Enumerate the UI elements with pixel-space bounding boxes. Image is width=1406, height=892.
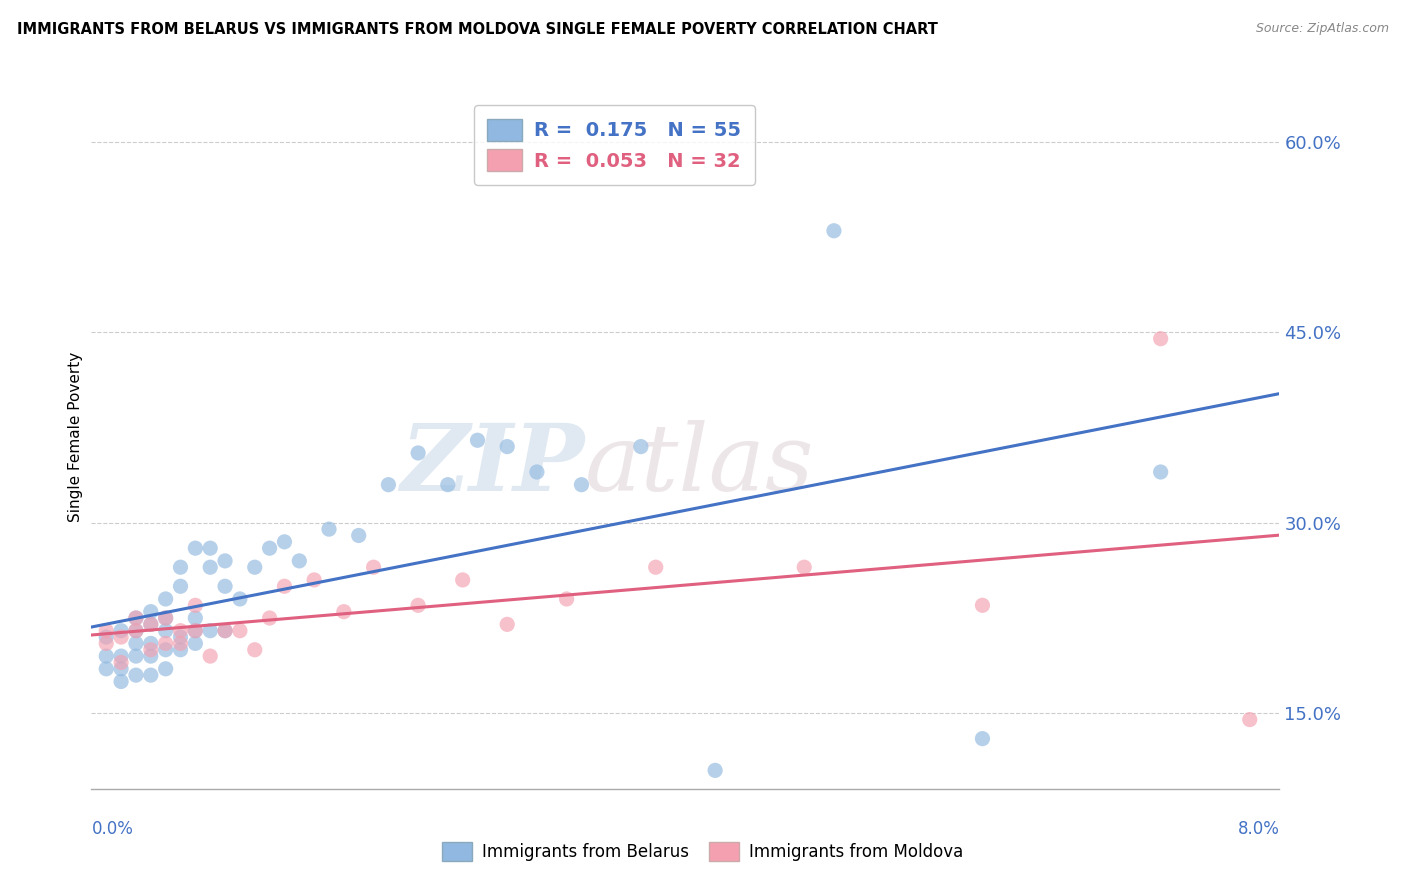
Point	[406, 599, 429, 613]
Text: 0.0%: 0.0%	[91, 820, 134, 838]
Point	[155, 636, 177, 650]
Point	[273, 579, 295, 593]
Text: 8.0%: 8.0%	[1237, 820, 1279, 838]
Point	[644, 560, 666, 574]
Point	[363, 560, 385, 574]
Point	[184, 624, 207, 638]
Point	[96, 662, 118, 676]
Point	[200, 649, 222, 664]
Point	[1239, 713, 1261, 727]
Point	[110, 662, 132, 676]
Point	[139, 649, 162, 664]
Point	[229, 624, 252, 638]
Point	[823, 224, 845, 238]
Point	[302, 573, 325, 587]
Point	[214, 554, 236, 568]
Point	[125, 611, 148, 625]
Point	[96, 636, 118, 650]
Point	[139, 617, 162, 632]
Text: ZIP: ZIP	[401, 420, 585, 510]
Point	[169, 560, 191, 574]
Point	[184, 611, 207, 625]
Point	[436, 477, 458, 491]
Point	[214, 624, 236, 638]
Point	[96, 630, 118, 644]
Legend: Immigrants from Belarus, Immigrants from Moldova: Immigrants from Belarus, Immigrants from…	[436, 835, 970, 868]
Point	[214, 624, 236, 638]
Point	[169, 579, 191, 593]
Point	[259, 541, 281, 556]
Point	[125, 668, 148, 682]
Point	[288, 554, 311, 568]
Point	[184, 541, 207, 556]
Point	[155, 611, 177, 625]
Point	[155, 624, 177, 638]
Y-axis label: Single Female Poverty: Single Female Poverty	[67, 352, 83, 522]
Point	[526, 465, 548, 479]
Point	[259, 611, 281, 625]
Point	[451, 573, 474, 587]
Point	[496, 617, 519, 632]
Point	[1149, 332, 1171, 346]
Point	[972, 599, 994, 613]
Point	[972, 731, 994, 746]
Point	[96, 649, 118, 664]
Point	[96, 624, 118, 638]
Text: IMMIGRANTS FROM BELARUS VS IMMIGRANTS FROM MOLDOVA SINGLE FEMALE POVERTY CORRELA: IMMIGRANTS FROM BELARUS VS IMMIGRANTS FR…	[17, 22, 938, 37]
Point	[169, 630, 191, 644]
Point	[200, 560, 222, 574]
Point	[110, 674, 132, 689]
Point	[139, 605, 162, 619]
Point	[347, 528, 370, 542]
Point	[155, 642, 177, 657]
Point	[169, 624, 191, 638]
Point	[155, 611, 177, 625]
Point	[333, 605, 356, 619]
Point	[571, 477, 593, 491]
Point	[125, 611, 148, 625]
Text: atlas: atlas	[585, 420, 814, 510]
Point	[125, 636, 148, 650]
Point	[155, 591, 177, 606]
Point	[406, 446, 429, 460]
Point	[704, 764, 727, 778]
Point	[630, 440, 652, 454]
Point	[125, 624, 148, 638]
Point	[200, 624, 222, 638]
Point	[125, 624, 148, 638]
Point	[496, 440, 519, 454]
Point	[184, 624, 207, 638]
Point	[169, 636, 191, 650]
Point	[243, 560, 266, 574]
Point	[139, 617, 162, 632]
Point	[110, 649, 132, 664]
Point	[139, 636, 162, 650]
Text: Source: ZipAtlas.com: Source: ZipAtlas.com	[1256, 22, 1389, 36]
Point	[214, 579, 236, 593]
Point	[184, 636, 207, 650]
Point	[273, 534, 295, 549]
Point	[169, 642, 191, 657]
Point	[377, 477, 399, 491]
Point	[318, 522, 340, 536]
Point	[139, 642, 162, 657]
Legend: R =  0.175   N = 55, R =  0.053   N = 32: R = 0.175 N = 55, R = 0.053 N = 32	[474, 105, 755, 185]
Point	[125, 649, 148, 664]
Point	[200, 541, 222, 556]
Point	[110, 624, 132, 638]
Point	[110, 630, 132, 644]
Point	[243, 642, 266, 657]
Point	[793, 560, 815, 574]
Point	[467, 434, 489, 448]
Point	[139, 668, 162, 682]
Point	[184, 599, 207, 613]
Point	[1149, 465, 1171, 479]
Point	[110, 656, 132, 670]
Point	[229, 591, 252, 606]
Point	[555, 591, 578, 606]
Point	[155, 662, 177, 676]
